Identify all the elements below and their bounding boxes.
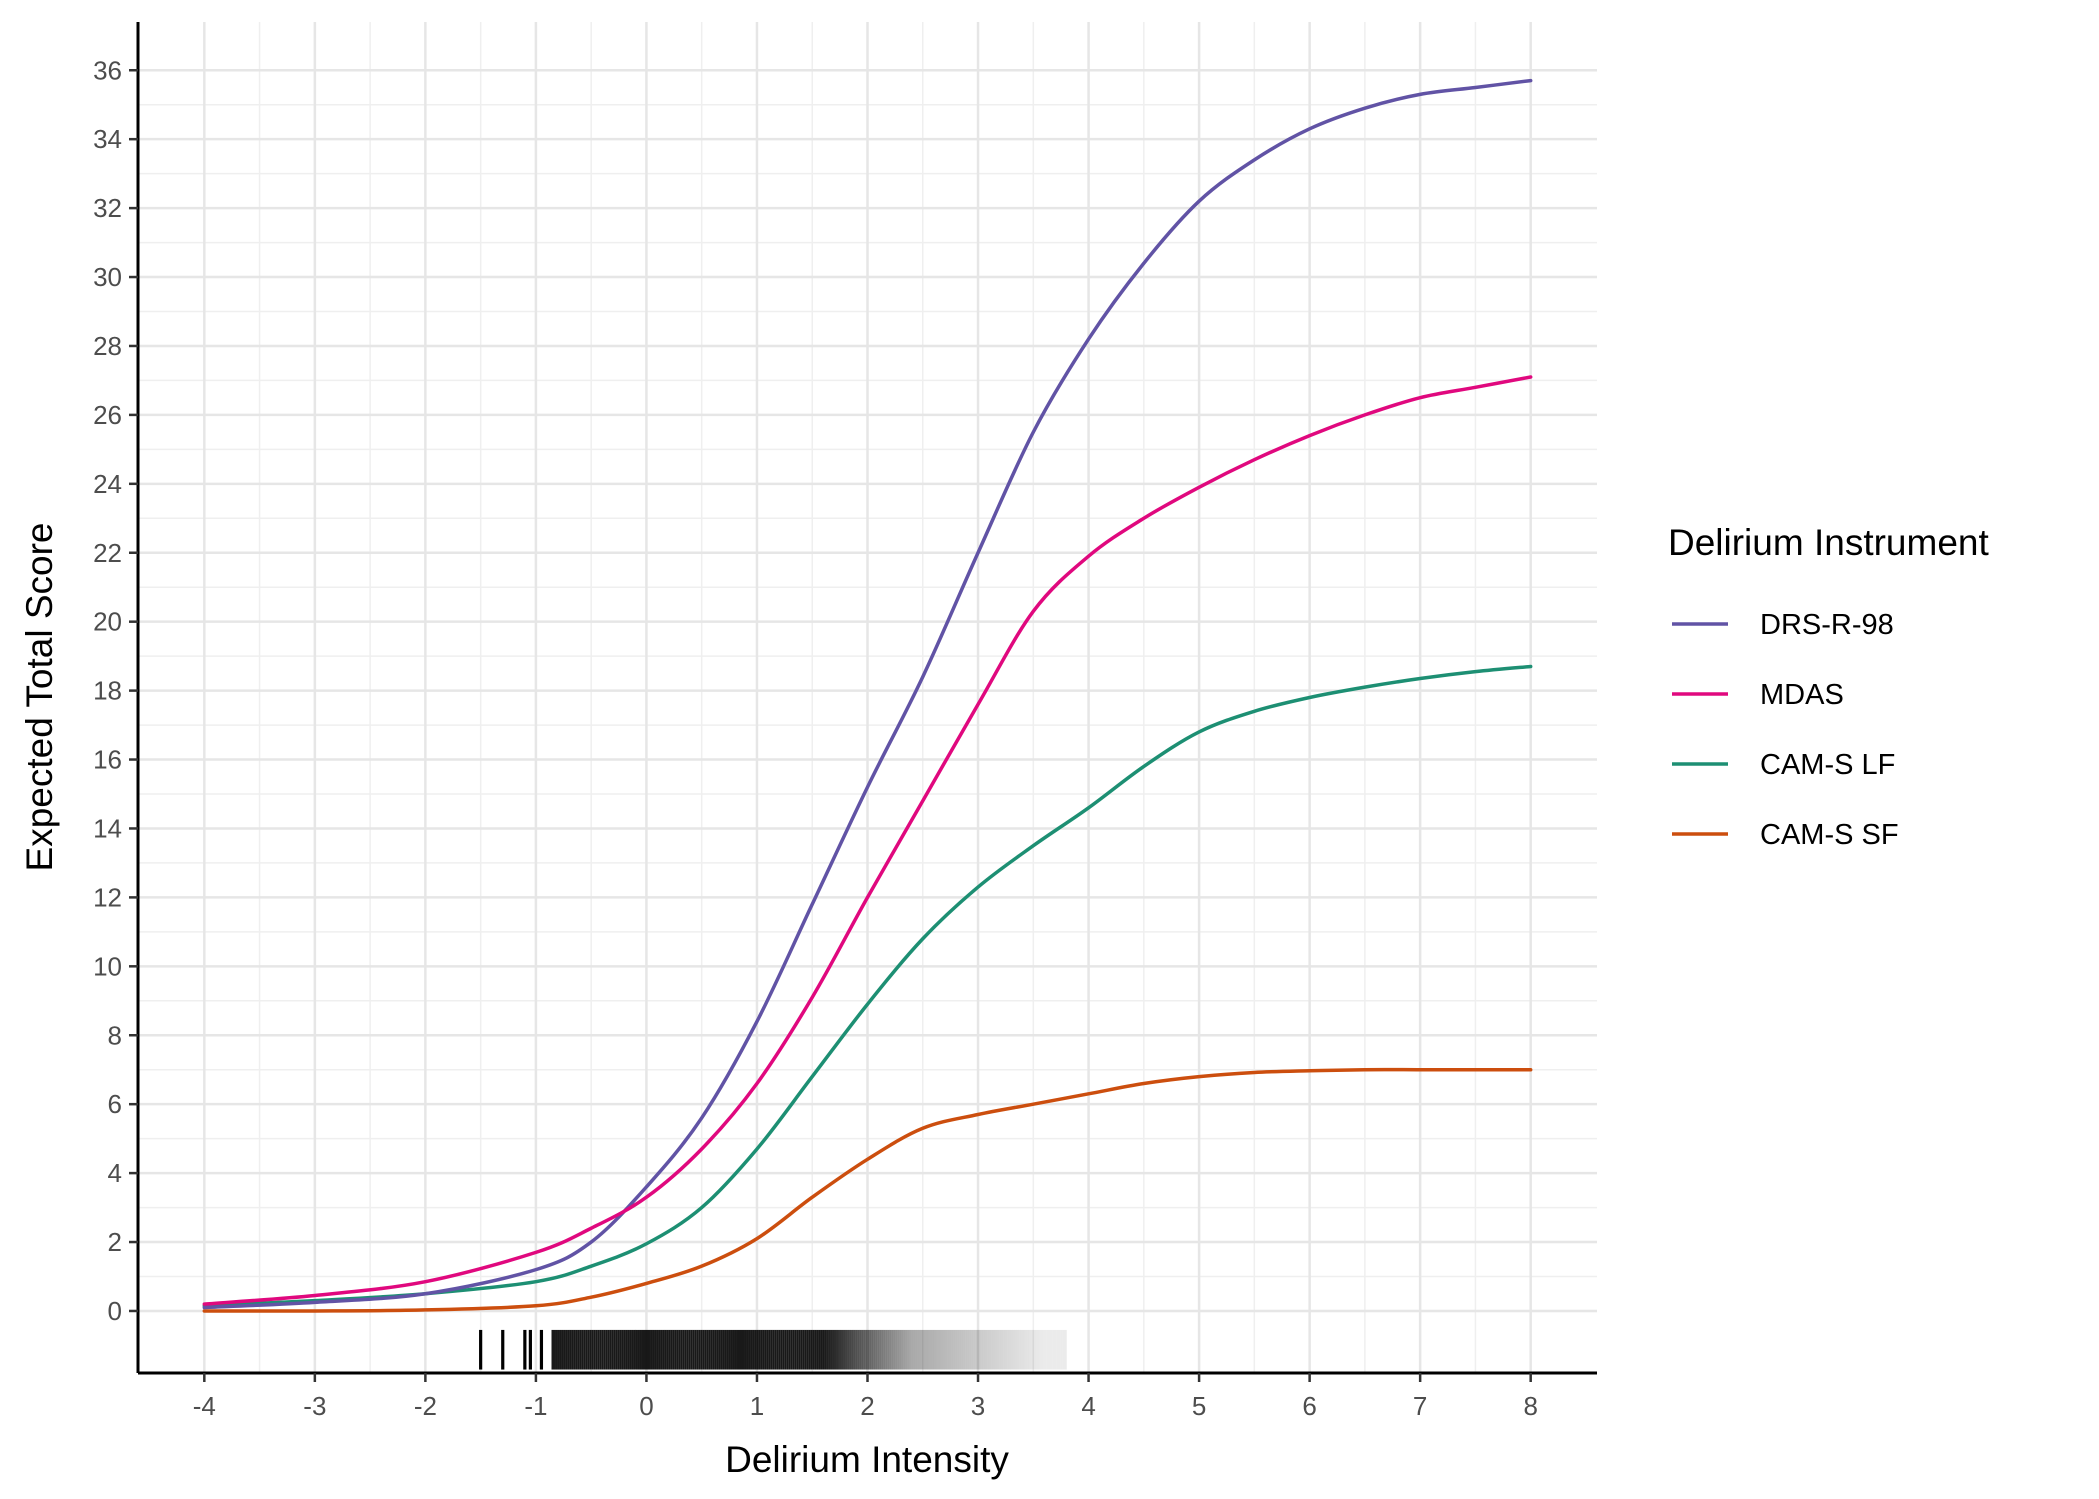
legend: Delirium Instrument DRS-R-98 MDAS CAM-S LF… — [1668, 522, 1989, 851]
x-tick-label: 7 — [1413, 1391, 1427, 1421]
y-tick-label: 22 — [93, 538, 122, 568]
legend-label: CAM-S LF — [1760, 749, 1895, 781]
x-ticks: -4 -3 -2 -1 0 1 2 3 4 5 6 7 8 — [193, 1373, 1538, 1421]
y-axis-title: Expected Total Score — [19, 523, 60, 872]
y-tick-label: 14 — [93, 813, 122, 843]
y-tick-label: 26 — [93, 400, 122, 430]
x-tick-label: -2 — [414, 1391, 437, 1421]
y-tick-label: 2 — [108, 1227, 122, 1257]
y-tick-label: 30 — [93, 262, 122, 292]
x-tick-label: -4 — [193, 1391, 216, 1421]
x-tick-label: 3 — [971, 1391, 985, 1421]
y-tick-label: 24 — [93, 469, 122, 499]
y-tick-label: 10 — [93, 951, 122, 981]
x-tick-label: 6 — [1302, 1391, 1316, 1421]
series-line-drs-r-98 — [202, 78, 1533, 1310]
x-tick-label: 0 — [639, 1391, 653, 1421]
legend-label: DRS-R-98 — [1760, 609, 1894, 641]
grid-lines — [138, 22, 1597, 1373]
x-tick-label: -3 — [303, 1391, 326, 1421]
rug-marks — [479, 1329, 1067, 1370]
x-tick-label: 1 — [750, 1391, 764, 1421]
x-tick-label: 5 — [1192, 1391, 1206, 1421]
x-axis-title: Delirium Intensity — [725, 1439, 1009, 1480]
y-tick-label: 20 — [93, 607, 122, 637]
x-tick-label: 8 — [1523, 1391, 1537, 1421]
x-tick-label: -1 — [524, 1391, 547, 1421]
y-tick-label: 16 — [93, 745, 122, 775]
y-tick-label: 28 — [93, 331, 122, 361]
y-tick-label: 32 — [93, 193, 122, 223]
y-tick-label: 8 — [108, 1020, 122, 1050]
y-tick-label: 18 — [93, 676, 122, 706]
x-tick-label: 4 — [1081, 1391, 1095, 1421]
series-line-cam-s-sf — [202, 1067, 1533, 1313]
legend-items: DRS-R-98 MDAS CAM-S LF CAM-S SF — [1672, 609, 1899, 851]
y-tick-label: 6 — [108, 1089, 122, 1119]
legend-label: CAM-S SF — [1760, 819, 1899, 851]
y-tick-label: 0 — [108, 1296, 122, 1326]
series-lines — [202, 78, 1533, 1313]
legend-label: MDAS — [1760, 679, 1844, 711]
x-tick-label: 2 — [860, 1391, 874, 1421]
y-tick-label: 4 — [108, 1158, 122, 1188]
y-tick-label: 12 — [93, 882, 122, 912]
legend-title: Delirium Instrument — [1668, 522, 1989, 563]
y-tick-label: 34 — [93, 124, 122, 154]
series-line-cam-s-lf — [202, 664, 1533, 1308]
series-line-mdas — [202, 375, 1533, 1306]
y-tick-label: 36 — [93, 55, 122, 85]
